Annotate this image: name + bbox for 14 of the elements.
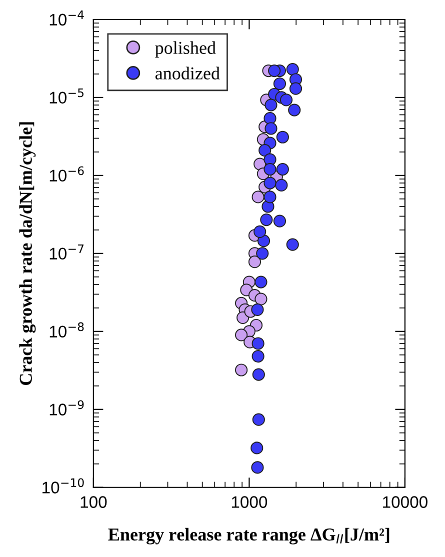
y-tick-label: 10$^{−9}$ (50, 400, 84, 416)
x-axis-title: Energy release rate range ΔG$_{II}$[J/m²] (108, 528, 390, 544)
y-axis-title: Crack growth rate da/dN[m/cycle] (19, 122, 36, 386)
y-tick-label: 10$^{−7}$ (50, 244, 84, 260)
y-tick-label: 10$^{−6}$ (50, 166, 84, 182)
x-tick-label: 10000 (383, 496, 428, 508)
y-tick-label: 10$^{−5}$ (50, 88, 84, 104)
legend-label: polished (155, 41, 216, 58)
y-tick-label: 10$^{−8}$ (50, 322, 84, 338)
x-tick-label: 1000 (232, 496, 268, 508)
x-tick-label: 100 (80, 496, 107, 508)
legend-label: anodized (155, 66, 220, 80)
y-tick-label: 10$^{−4}$ (50, 10, 84, 26)
y-tick-label: 10$^{−10}$ (42, 478, 84, 494)
